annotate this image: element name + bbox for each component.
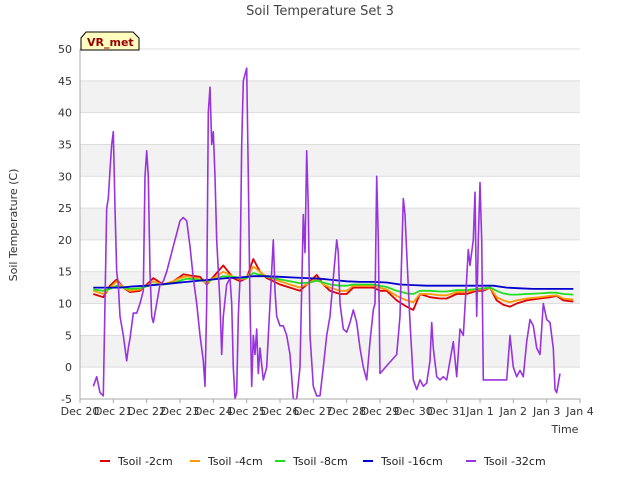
x-tick-label: Dec 27 [294,405,333,418]
series-line-tsoil-4cm [93,265,574,304]
y-tick-label: 30 [58,170,72,183]
y-tick-label: 5 [65,329,72,342]
annotation-label: VR_met [87,36,134,49]
x-tick-label: Dec 29 [361,405,400,418]
x-tick-label: Dec 30 [394,405,433,418]
legend-label-tsoil-4cm: Tsoil -4cm [207,455,263,468]
axes [79,49,580,400]
x-tick-label: Dec 21 [94,405,133,418]
grid-band [80,335,580,368]
y-tick-label: 20 [58,234,72,247]
y-tick-label: 50 [58,43,72,56]
y-axis-title: Soil Temperature (C) [7,169,20,282]
legend-label-tsoil-2cm: Tsoil -2cm [117,455,173,468]
y-tick-label: 10 [58,298,72,311]
x-tick-label: Jan 1 [465,405,493,418]
y-tick-label: 0 [65,361,72,374]
x-tick-label: Dec 28 [327,405,366,418]
x-tick-label: Dec 23 [161,405,200,418]
legend-label-tsoil-32cm: Tsoil -32cm [483,455,546,468]
x-tick-label: Jan 4 [565,405,593,418]
y-tick-label: 40 [58,107,72,120]
x-tick-label: Dec 20 [61,405,100,418]
legend-label-tsoil-16cm: Tsoil -16cm [380,455,443,468]
y-tick-label: 35 [58,138,72,151]
annotation-box [80,31,140,51]
chart-title: Soil Temperature Set 3 [246,4,394,19]
grid-band [80,80,580,113]
legend-label-tsoil-8cm: Tsoil -8cm [292,455,348,468]
x-tick-label: Jan 2 [499,405,527,418]
x-tick-label: Dec 25 [227,405,266,418]
y-tick-label: 45 [58,75,72,88]
x-axis-title: Time [551,423,579,436]
grid-band [80,208,580,240]
x-tick-label: Dec 22 [127,405,166,418]
y-tick-label: 25 [58,202,72,215]
vr-met-annotation: VR_met [80,31,140,51]
x-tick-label: Dec 24 [194,405,233,418]
grid-lines [80,48,580,400]
x-tick-label: Dec 26 [261,405,300,418]
y-tick-labels: -5 0 5 10 15 20 25 30 35 40 45 50 [58,43,72,406]
grid-bands [80,80,580,368]
x-tick-label: Jan 3 [532,405,560,418]
y-tick-label: -5 [61,393,72,406]
y-tick-label: 15 [58,266,72,279]
grid-band [80,144,580,177]
x-tick-label: Dec 31 [427,405,466,418]
legend: Tsoil -2cm Tsoil -4cm Tsoil -8cm Tsoil -16c… [100,455,546,468]
